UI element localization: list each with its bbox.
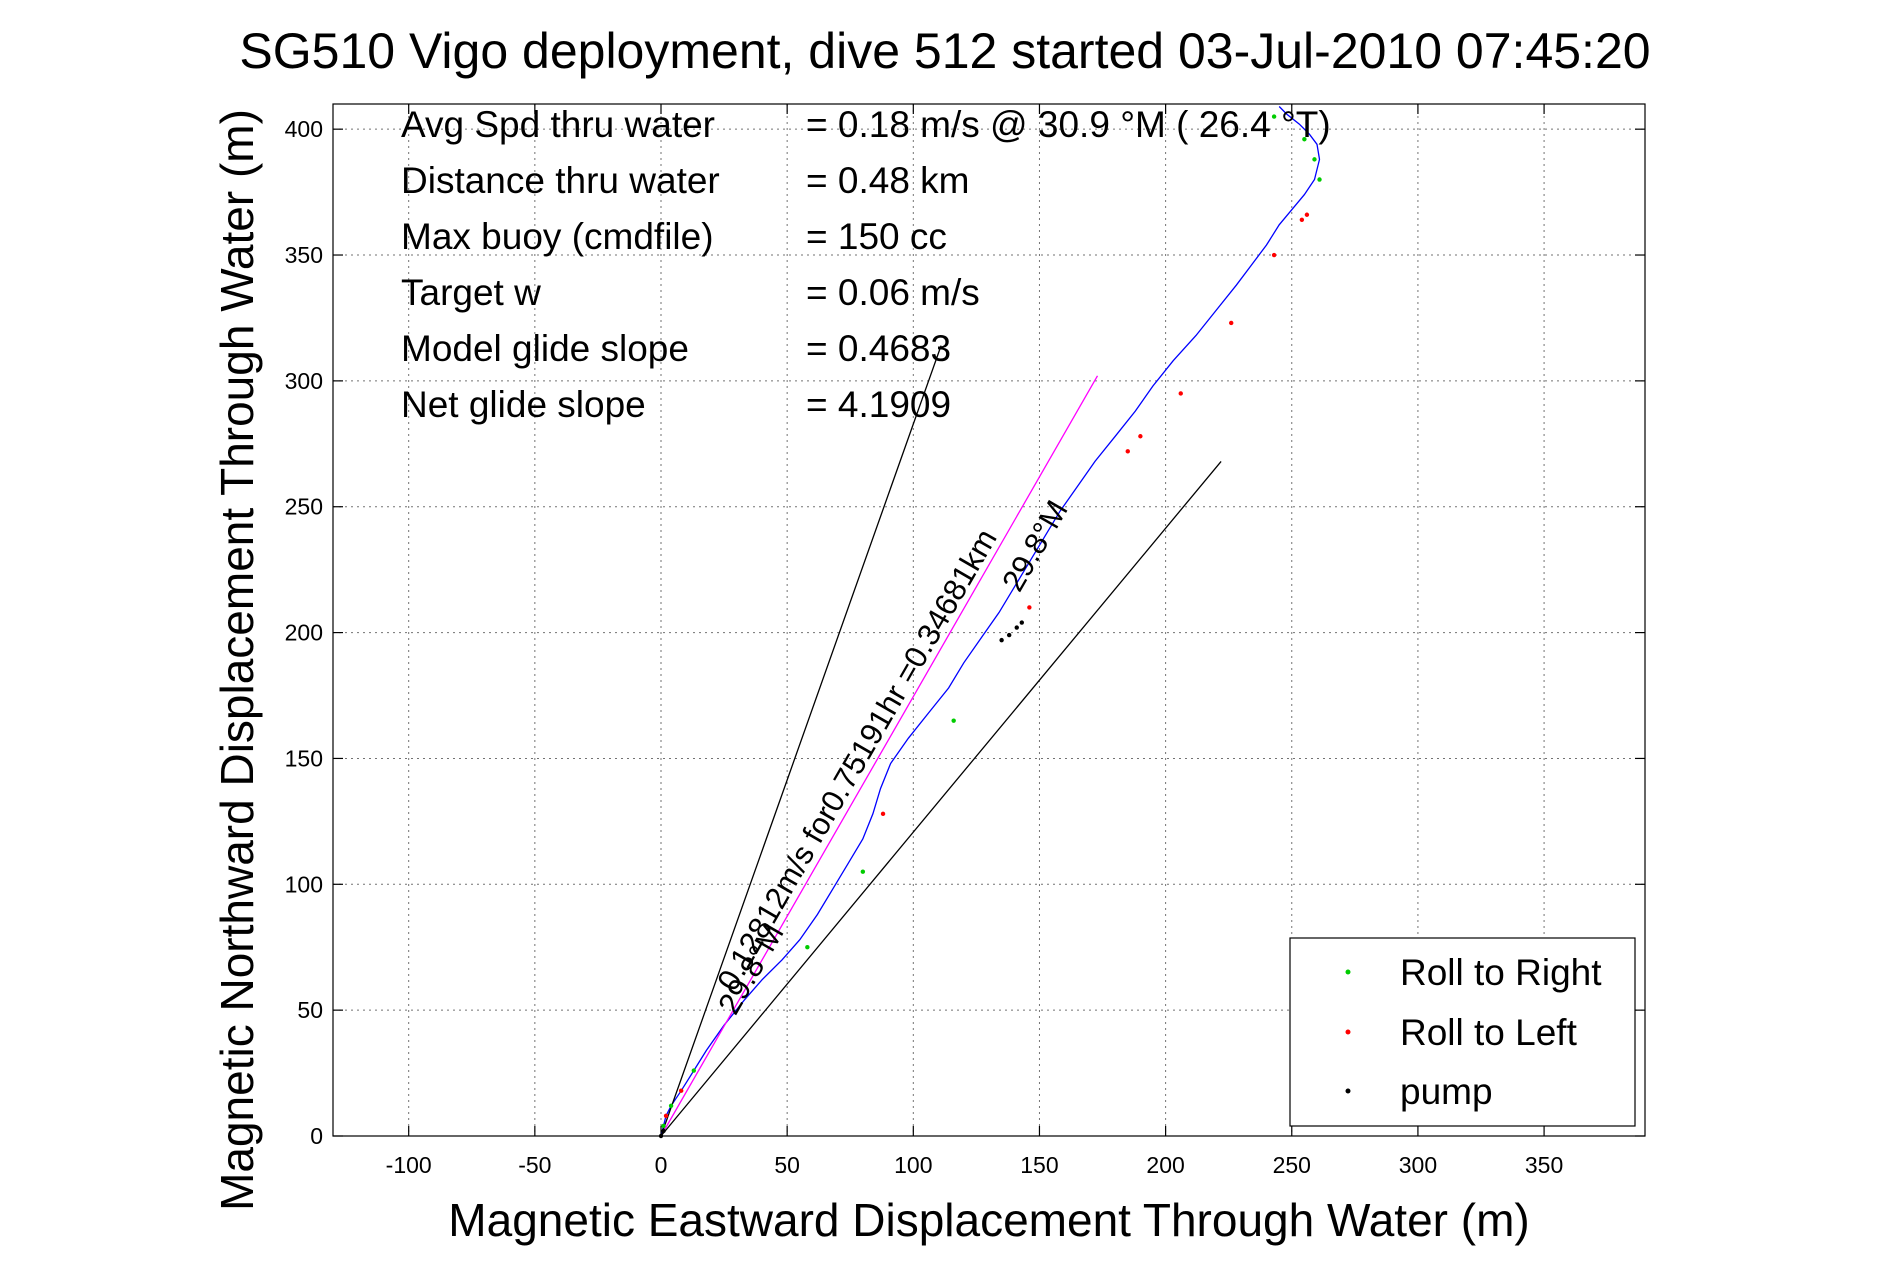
x-tick-label: 300 — [1399, 1152, 1437, 1178]
marker-roll-left — [880, 811, 886, 817]
marker-pump — [658, 1133, 664, 1139]
x-tick-label: 0 — [655, 1152, 668, 1178]
current-annotation-1: 0.12812m/s for0.75191hr =0.34681km — [710, 523, 1004, 996]
y-tick-label: 150 — [285, 745, 323, 771]
y-tick-label: 100 — [285, 871, 323, 897]
legend-marker-roll-right — [1345, 969, 1351, 975]
stats-block: Avg Spd thru water = 0.18 m/s @ 30.9 °M (… — [401, 104, 1331, 425]
marker-roll-right — [661, 1123, 666, 1129]
marker-roll-right — [1312, 157, 1317, 162]
marker-roll-right — [1271, 114, 1277, 119]
stats-label: Max buoy (cmdfile) — [401, 216, 714, 257]
legend-marker-pump — [1345, 1088, 1351, 1094]
current-annotation-3: 29.8°M — [995, 494, 1075, 597]
stats-value: = 150 cc — [806, 216, 947, 257]
stats-label: Target w — [401, 272, 541, 313]
stats-label: Model glide slope — [401, 328, 689, 369]
x-tick-label: 350 — [1525, 1152, 1563, 1178]
x-tick-label: 250 — [1273, 1152, 1311, 1178]
stats-label: Net glide slope — [401, 384, 646, 425]
stats-value: = 0.18 m/s @ 30.9 °M ( 26.4 °T) — [806, 104, 1331, 145]
y-tick-label: 300 — [285, 368, 323, 394]
legend-marker-roll-left — [1345, 1029, 1351, 1035]
markers-layer — [658, 114, 1322, 1139]
marker-roll-left — [1304, 212, 1310, 217]
marker-roll-right — [860, 869, 866, 874]
stats-value: = 0.06 m/s — [806, 272, 980, 313]
x-tick-label: 150 — [1020, 1152, 1058, 1178]
axis-ticks: -100 -50 0 50 100 150 200 250 300 350 0 50 100 150 200… — [285, 104, 1645, 1178]
marker-pump — [999, 637, 1004, 643]
x-tick-label: 200 — [1146, 1152, 1184, 1178]
y-tick-label: 400 — [285, 116, 323, 142]
marker-roll-right — [1302, 137, 1307, 142]
legend-label-roll-left: Roll to Left — [1400, 1012, 1578, 1053]
marker-roll-left — [1299, 217, 1305, 222]
series-line-trajectory — [660, 106, 1321, 1137]
series-line-envelope-left — [660, 345, 942, 1137]
y-tick-label: 250 — [285, 494, 323, 520]
marker-roll-left — [1178, 391, 1183, 396]
marker-pump — [661, 1128, 666, 1134]
y-tick-label: 50 — [297, 997, 323, 1023]
series-line-depth-averaged-current — [660, 375, 1099, 1137]
marker-roll-left — [1138, 434, 1143, 439]
stats-label: Avg Spd thru water — [401, 104, 715, 145]
series-line-envelope-right — [660, 460, 1222, 1137]
marker-roll-left — [678, 1088, 684, 1093]
legend-label-roll-right: Roll to Right — [1400, 952, 1602, 993]
plot-area — [332, 103, 1646, 1137]
marker-roll-left — [1271, 252, 1277, 258]
marker-roll-right — [668, 1103, 674, 1108]
stats-value: = 0.48 km — [806, 160, 970, 201]
x-tick-label: 50 — [774, 1152, 800, 1178]
chart-title: SG510 Vigo deployment, dive 512 started … — [239, 23, 1650, 79]
marker-pump — [1014, 625, 1019, 630]
stats-value: = 0.4683 — [806, 328, 951, 369]
marker-roll-right — [691, 1068, 696, 1073]
x-tick-label: 100 — [894, 1152, 932, 1178]
y-tick-label: 200 — [285, 620, 323, 646]
marker-roll-right — [951, 718, 956, 723]
marker-roll-right — [1317, 177, 1322, 182]
marker-roll-left — [1125, 449, 1130, 454]
x-tick-label: -50 — [518, 1152, 551, 1178]
marker-pump — [1019, 620, 1024, 625]
legend: Roll to Right Roll to Left pump — [1289, 937, 1636, 1127]
marker-roll-left — [663, 1113, 669, 1119]
y-tick-label: 350 — [285, 242, 323, 268]
marker-roll-left — [1027, 605, 1032, 610]
series-layer — [660, 106, 1321, 1137]
y-axis-label: Magnetic Northward Displacement Through … — [211, 109, 263, 1211]
marker-roll-right — [805, 945, 810, 950]
x-tick-label: -100 — [386, 1152, 432, 1178]
x-axis-label: Magnetic Eastward Displacement Through W… — [448, 1194, 1529, 1246]
legend-label-pump: pump — [1400, 1071, 1493, 1112]
marker-pump — [1006, 632, 1012, 638]
marker-roll-left — [1229, 320, 1234, 326]
stats-label: Distance thru water — [401, 160, 720, 201]
stats-value: = 4.1909 — [806, 384, 951, 425]
y-tick-label: 0 — [310, 1123, 323, 1149]
